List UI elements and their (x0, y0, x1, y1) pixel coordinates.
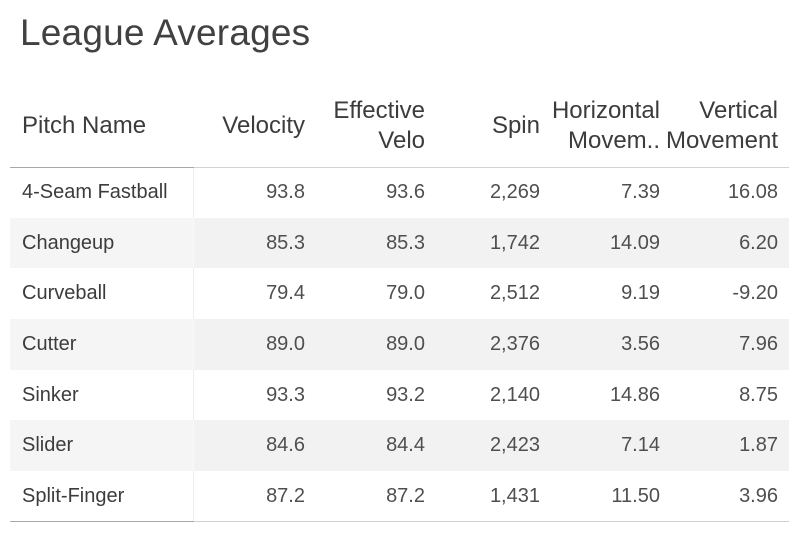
page-title: League Averages (20, 12, 311, 53)
value-cell-vertical_movement[interactable]: 3.96 (660, 471, 789, 523)
value-cell-effective_velo[interactable]: 85.3 (305, 217, 425, 269)
table-row: Sinker 93.3 93.2 2,140 14.86 8.75 (10, 369, 789, 421)
value-cell-vertical_movement[interactable]: 8.75 (739, 383, 778, 406)
table-row: Cutter 89.0 89.0 2,376 3.56 7.96 (10, 319, 789, 370)
value-cell-vertical_movement[interactable]: 7.96 (660, 319, 789, 370)
value-cell-horizontal_movement[interactable]: 14.09 (540, 217, 660, 269)
value-cell-vertical_movement[interactable]: 1.87 (660, 420, 789, 472)
value-cell-horizontal_movement[interactable]: 14.86 (609, 383, 660, 406)
table-row: 4-Seam Fastball 93.8 93.6 2,269 7.39 16.08 (10, 167, 789, 218)
value-cell-spin[interactable]: 2,140 (489, 383, 540, 406)
value-cell-vertical_movement[interactable]: 16.08 (727, 181, 778, 204)
table-row: Changeup 85.3 85.3 1,742 14.09 6.20 (10, 217, 789, 269)
value-cell-velocity[interactable]: 87.2 (193, 471, 305, 523)
value-cell-velocity[interactable]: 93.3 (266, 383, 305, 406)
value-cell-velocity[interactable]: 89.0 (193, 319, 305, 370)
league-averages-table: Pitch Name Velocity Effective Velo Spin … (10, 85, 789, 523)
pitch-name-cell[interactable]: Sinker (10, 369, 194, 421)
pitch-name-cell[interactable]: Curveball (10, 268, 194, 320)
league-averages-view: League Averages Pitch Name Velocity Effe… (0, 12, 802, 523)
value-cell-spin[interactable]: 2,376 (425, 319, 540, 370)
value-cell-velocity[interactable]: 79.4 (266, 282, 305, 305)
value-cell-horizontal_movement[interactable]: 9.19 (621, 282, 660, 305)
value-cell-vertical_movement[interactable]: -9.20 (732, 282, 778, 305)
value-cell-effective_velo[interactable]: 84.4 (305, 420, 425, 472)
value-cell-spin[interactable]: 2,423 (425, 420, 540, 472)
value-cell-velocity[interactable]: 85.3 (193, 217, 305, 269)
header-row: Pitch Name Velocity Effective Velo Spin … (10, 85, 789, 168)
value-cell-spin[interactable]: 1,431 (425, 471, 540, 523)
table-body: 4-Seam Fastball 93.8 93.6 2,269 7.39 16.08 Cha… (10, 167, 789, 523)
value-cell-horizontal_movement[interactable]: 7.39 (621, 181, 660, 204)
value-cell-effective_velo[interactable]: 79.0 (386, 282, 425, 305)
table-header: Pitch Name Velocity Effective Velo Spin … (10, 85, 789, 168)
value-cell-spin[interactable]: 2,269 (489, 181, 540, 204)
table-row: Split-Finger 87.2 87.2 1,431 11.50 3.96 (10, 471, 789, 523)
column-header-horizontal-movement[interactable]: Horizontal Movem.. (540, 85, 660, 168)
value-cell-effective_velo[interactable]: 89.0 (305, 319, 425, 370)
pitch-name-cell[interactable]: 4-Seam Fastball (10, 167, 194, 218)
value-cell-velocity[interactable]: 84.6 (193, 420, 305, 472)
value-cell-effective_velo[interactable]: 93.2 (386, 383, 425, 406)
pitch-name-cell[interactable]: Cutter (10, 319, 194, 370)
pitch-name-cell[interactable]: Slider (10, 420, 194, 472)
column-header-pitch-name[interactable]: Pitch Name (10, 85, 193, 168)
column-header-vertical-movement[interactable]: Vertical Movement (660, 85, 789, 168)
column-header-velocity[interactable]: Velocity (193, 85, 305, 168)
value-cell-effective_velo[interactable]: 93.6 (386, 181, 425, 204)
column-header-effective-velo[interactable]: Effective Velo (305, 85, 425, 168)
pitch-name-cell[interactable]: Split-Finger (10, 471, 194, 523)
value-cell-spin[interactable]: 1,742 (425, 217, 540, 269)
table-row: Curveball 79.4 79.0 2,512 9.19 -9.20 (10, 268, 789, 320)
table-row: Slider 84.6 84.4 2,423 7.14 1.87 (10, 420, 789, 472)
column-header-spin[interactable]: Spin (425, 85, 540, 168)
value-cell-velocity[interactable]: 93.8 (266, 181, 305, 204)
value-cell-horizontal_movement[interactable]: 7.14 (540, 420, 660, 472)
value-cell-horizontal_movement[interactable]: 3.56 (540, 319, 660, 370)
pitch-name-cell[interactable]: Changeup (10, 217, 194, 269)
value-cell-vertical_movement[interactable]: 6.20 (660, 217, 789, 269)
value-cell-effective_velo[interactable]: 87.2 (305, 471, 425, 523)
value-cell-horizontal_movement[interactable]: 11.50 (540, 471, 660, 523)
value-cell-spin[interactable]: 2,512 (489, 282, 540, 305)
